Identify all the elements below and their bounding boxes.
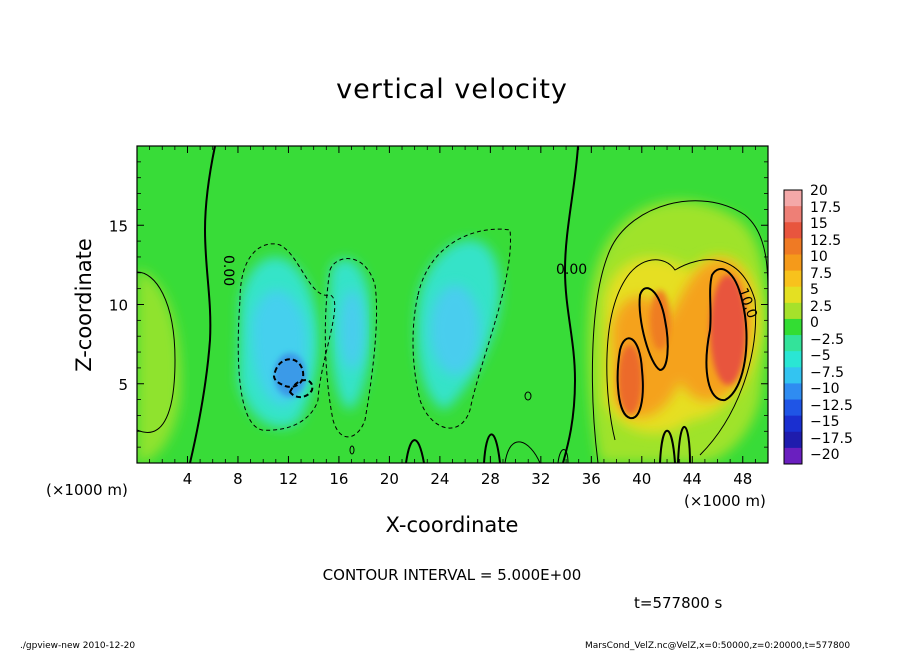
contour-label-zero-left: 0.00: [220, 255, 236, 286]
x-tick-label: 48: [733, 470, 752, 488]
field-downdraft-1-peak: [274, 353, 306, 397]
colorbar-swatch: [784, 206, 802, 223]
x-tick-label: 20: [380, 470, 399, 488]
contour-five-updraft-inner: [606, 259, 757, 456]
colorbar-swatch: [784, 286, 802, 304]
x-tick-label: 8: [233, 470, 243, 488]
colorbar-label: −7.5: [810, 364, 844, 381]
x-tick-label: 28: [481, 470, 500, 488]
contour-base-bump-4: [557, 449, 569, 463]
contour-ten-core-1: [616, 337, 644, 420]
colorbar-swatch: [784, 254, 802, 272]
x-tick-label: 36: [582, 470, 601, 488]
colorbar-label: −5: [810, 348, 831, 364]
x-axis-title: X-coordinate: [385, 513, 519, 537]
field-left-positive: [137, 270, 181, 463]
contour-neg-five-3: [412, 228, 511, 429]
contour-ten-core-3: [705, 268, 748, 402]
colorbar-swatch: [784, 383, 802, 401]
x-tick-label: 40: [632, 470, 651, 488]
x-tick-label: 32: [531, 470, 550, 488]
contour-base-bump-6: [677, 425, 691, 463]
x-axis-ticks: 4 8 12 16 20 24 28 32 36 40 44 48: [149, 146, 756, 488]
colorbar-swatch: [784, 238, 802, 255]
colorbar-label: 2.5: [810, 298, 833, 315]
field-updraft-core-3: [710, 275, 746, 385]
colorbar-label: 15: [810, 216, 828, 232]
colorbar-swatch: [784, 335, 802, 352]
colorbar-label: 7.5: [810, 265, 833, 282]
colorbar-label: 20: [810, 183, 828, 199]
y-tick-label: 5: [118, 376, 128, 394]
x-tick-label: 24: [430, 470, 449, 488]
field-downdraft-2-core: [340, 290, 364, 370]
colorbar-swatch: [784, 415, 802, 433]
contour-neg-ten-2: [288, 379, 314, 398]
contour-interval-note: CONTOUR INTERVAL = 5.000E+00: [322, 566, 582, 584]
colorbar-label: −17.5: [810, 430, 853, 447]
field-downdraft-3-core: [430, 285, 480, 375]
contour-neg-five-1: [237, 243, 336, 431]
contour-zero-right: [562, 146, 579, 463]
contour-five-updraft: [591, 200, 768, 463]
x-axis-unit-right: (×1000 m): [684, 492, 766, 510]
contour-five-left: [137, 271, 176, 433]
colorbar-swatch: [784, 447, 802, 465]
y-axis-title: Z-coordinate: [72, 238, 96, 372]
colorbar-label: 17.5: [810, 199, 842, 216]
colorbar-label: 5: [810, 282, 819, 298]
colorbar-swatch: [784, 351, 802, 368]
colorbar-swatch: [784, 399, 802, 417]
colorbar-label: −20: [810, 447, 840, 463]
colorbar-label: −2.5: [810, 331, 844, 348]
contour-label-zero-right: 0.00: [556, 262, 587, 278]
contour-zero-left: [189, 146, 216, 463]
colorbar-swatch: [784, 190, 802, 207]
y-tick-label: 10: [109, 297, 128, 315]
colorbar-label: 0: [810, 315, 819, 331]
contour-base-bump-3: [504, 441, 541, 463]
time-label: t=577800 s: [634, 594, 723, 612]
colorbar-frame: [783, 189, 803, 465]
contour-small-loop: [524, 391, 532, 401]
footer-left: ./gpview-new 2010-12-20: [20, 641, 136, 651]
contour-small-loop-2: [349, 445, 355, 455]
x-axis-unit-left: (×1000 m): [46, 481, 128, 499]
colorbar-swatch: [784, 222, 802, 239]
colorbar-label: −10: [810, 381, 840, 397]
x-tick-label: 12: [279, 470, 298, 488]
contour-neg-ten-1: [273, 358, 305, 388]
colorbar-label: 10: [810, 249, 828, 265]
contour-base-bump-1: [405, 439, 425, 463]
y-axis-ticks: 5 10 15: [109, 161, 768, 448]
x-tick-label: 4: [183, 470, 193, 488]
colorbar: [783, 189, 803, 465]
colorbar-swatch: [784, 318, 802, 336]
colorbar-swatch: [784, 367, 802, 384]
field-updraft-core-1: [618, 345, 642, 415]
y-tick-label: 15: [109, 217, 128, 235]
x-tick-label: 44: [683, 470, 702, 488]
contour-base-bump-5: [659, 429, 676, 463]
field-updraft-core-2: [650, 290, 670, 350]
colorbar-label: −12.5: [810, 397, 853, 414]
colorbar-label: 12.5: [810, 232, 842, 249]
colorbar-label: −15: [810, 414, 840, 430]
chart-title: vertical velocity: [336, 74, 568, 105]
x-tick-label: 16: [329, 470, 348, 488]
contour-ten-core-2: [638, 287, 669, 372]
colorbar-swatch: [784, 270, 802, 288]
colorbar-swatch: [784, 431, 802, 449]
contour-neg-five-2: [324, 258, 378, 438]
colorbar-swatch: [784, 302, 802, 320]
footer-right: MarsCond_VelZ.nc@VelZ,x=0:50000,z=0:2000…: [585, 641, 851, 651]
contour-base-bump-2: [483, 433, 501, 463]
